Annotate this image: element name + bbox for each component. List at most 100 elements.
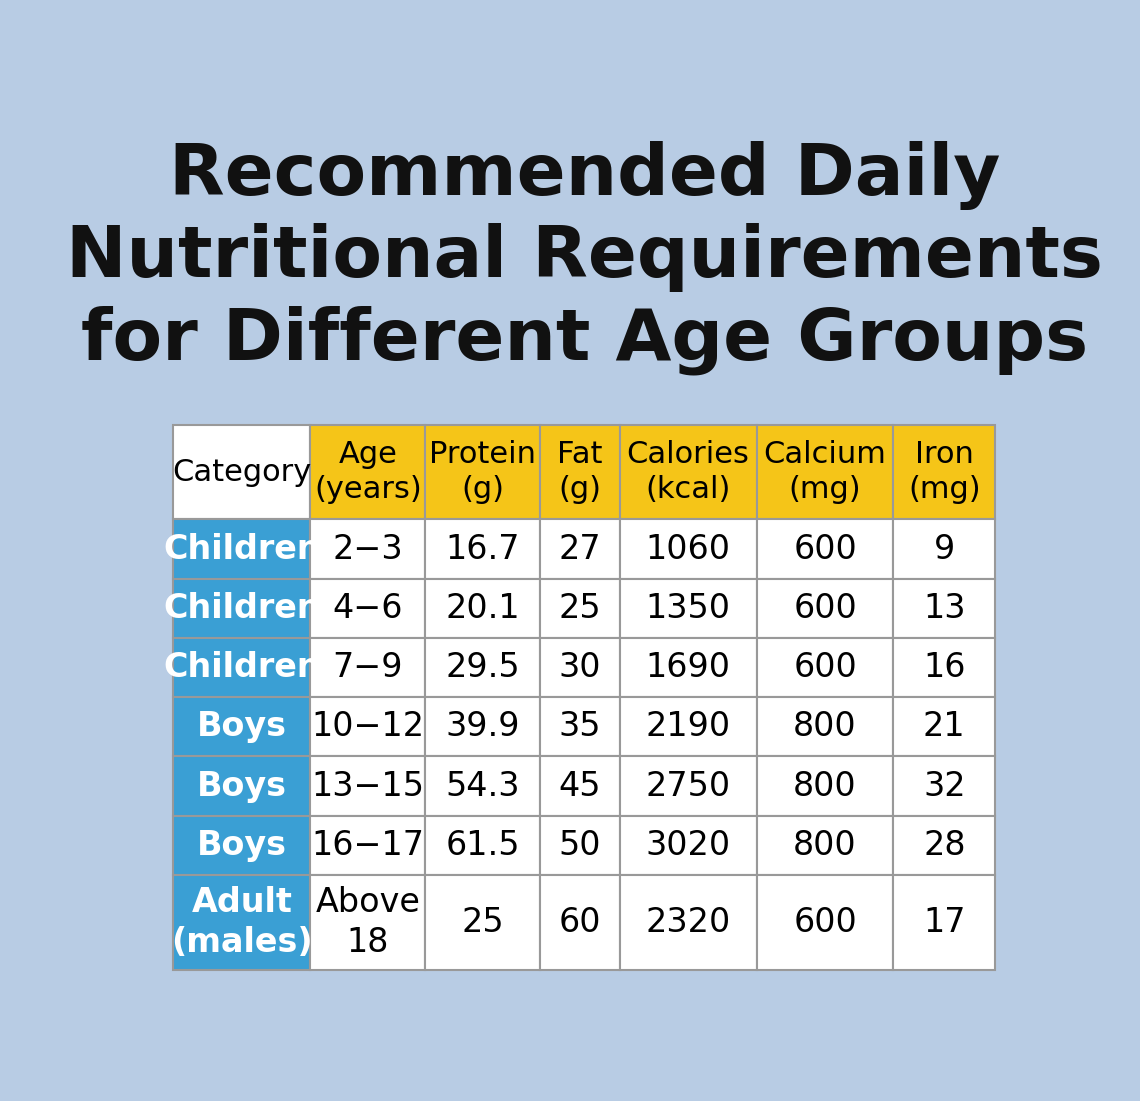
Bar (173, 816, 310, 875)
Text: Fat
(g): Fat (g) (557, 440, 603, 504)
Bar (173, 520, 310, 579)
Text: 45: 45 (559, 770, 601, 803)
Bar (173, 637, 310, 697)
Text: 1060: 1060 (645, 533, 731, 566)
Bar (540, 816, 620, 875)
Text: 27: 27 (559, 533, 601, 566)
Text: 2190: 2190 (645, 710, 731, 743)
Text: 30: 30 (559, 651, 601, 684)
Text: 7−9: 7−9 (333, 651, 404, 684)
Text: Category: Category (172, 458, 311, 487)
Bar (757, 637, 894, 697)
Bar (540, 579, 620, 637)
Bar (540, 425, 620, 520)
Text: 54.3: 54.3 (446, 770, 520, 803)
Text: Children: Children (163, 533, 320, 566)
Bar (757, 756, 894, 816)
Bar (425, 425, 540, 520)
Bar (620, 816, 757, 875)
Bar (425, 520, 540, 579)
Text: 16−17: 16−17 (311, 829, 424, 862)
Bar (540, 520, 620, 579)
Bar (425, 816, 540, 875)
Bar (425, 697, 540, 756)
Bar (310, 697, 425, 756)
Text: Age
(years): Age (years) (314, 440, 422, 504)
Text: 50: 50 (559, 829, 601, 862)
Text: 17: 17 (923, 906, 966, 939)
Text: 800: 800 (793, 829, 857, 862)
Bar (894, 756, 995, 816)
Bar (310, 520, 425, 579)
Bar (757, 579, 894, 637)
Text: Iron
(mg): Iron (mg) (907, 440, 980, 504)
Text: 28: 28 (923, 829, 966, 862)
Text: Boys: Boys (197, 710, 287, 743)
Bar (894, 520, 995, 579)
Bar (894, 637, 995, 697)
Text: 2−3: 2−3 (333, 533, 404, 566)
Text: 13−15: 13−15 (311, 770, 424, 803)
Bar (310, 756, 425, 816)
Bar (310, 875, 425, 970)
Bar (620, 520, 757, 579)
Bar (540, 756, 620, 816)
Bar (620, 637, 757, 697)
Bar (540, 637, 620, 697)
Text: 800: 800 (793, 770, 857, 803)
Bar (425, 579, 540, 637)
Text: 1350: 1350 (645, 591, 731, 624)
Bar (620, 756, 757, 816)
Text: 2320: 2320 (645, 906, 731, 939)
Text: 9: 9 (934, 533, 955, 566)
Bar (757, 425, 894, 520)
Text: 61.5: 61.5 (446, 829, 520, 862)
Bar (620, 875, 757, 970)
Bar (173, 579, 310, 637)
Bar (173, 875, 310, 970)
Text: 800: 800 (793, 710, 857, 743)
Text: 2750: 2750 (645, 770, 731, 803)
Text: 1690: 1690 (645, 651, 731, 684)
Bar (757, 697, 894, 756)
Bar (173, 697, 310, 756)
Text: Recommended Daily
Nutritional Requirements
for Different Age Groups: Recommended Daily Nutritional Requiremen… (66, 141, 1102, 375)
Text: Boys: Boys (197, 829, 287, 862)
Bar (173, 425, 310, 520)
Bar (173, 756, 310, 816)
Text: 16: 16 (923, 651, 966, 684)
Bar (425, 637, 540, 697)
Bar (894, 579, 995, 637)
Text: 25: 25 (462, 906, 504, 939)
Bar (894, 816, 995, 875)
Text: 4−6: 4−6 (333, 591, 404, 624)
Bar (757, 816, 894, 875)
Bar (894, 875, 995, 970)
Bar (894, 425, 995, 520)
Text: 25: 25 (559, 591, 601, 624)
Bar (310, 425, 425, 520)
Bar (310, 816, 425, 875)
Text: Protein
(g): Protein (g) (429, 440, 536, 504)
Text: 600: 600 (793, 591, 857, 624)
Text: 20.1: 20.1 (446, 591, 520, 624)
Text: 13: 13 (923, 591, 966, 624)
Text: 600: 600 (793, 651, 857, 684)
Bar (620, 579, 757, 637)
Text: 32: 32 (923, 770, 966, 803)
Text: Children: Children (163, 651, 320, 684)
Bar (310, 579, 425, 637)
Text: 21: 21 (923, 710, 966, 743)
Bar (894, 697, 995, 756)
Text: Boys: Boys (197, 770, 287, 803)
Text: 16.7: 16.7 (446, 533, 520, 566)
Text: 29.5: 29.5 (446, 651, 520, 684)
Bar (757, 875, 894, 970)
Bar (425, 875, 540, 970)
Text: 60: 60 (559, 906, 601, 939)
Text: Children: Children (163, 591, 320, 624)
Bar (540, 875, 620, 970)
Text: 35: 35 (559, 710, 601, 743)
Text: 39.9: 39.9 (446, 710, 520, 743)
Bar (425, 756, 540, 816)
